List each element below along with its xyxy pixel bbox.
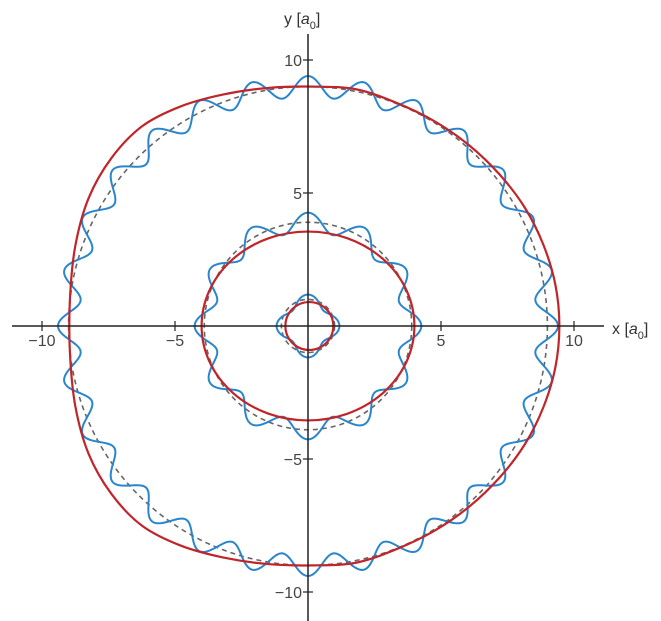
- y-tick-label-0: 10: [284, 53, 302, 70]
- x-axis-title: x [a0]: [612, 321, 648, 342]
- ticks-layer: −10 −5 5 10 10 5 −5 −10: [28, 53, 583, 602]
- y-tick-label-1: 5: [293, 186, 302, 203]
- y-tick-label-3: −10: [275, 585, 302, 602]
- x-tick-label-0: −10: [28, 333, 55, 350]
- x-tick-label-1: −5: [166, 333, 184, 350]
- y-axis-title: y [a0]: [284, 11, 320, 32]
- x-tick-label-2: 5: [437, 333, 446, 350]
- y-tick-label-2: −5: [284, 452, 302, 469]
- axes-layer: [12, 34, 604, 621]
- x-tick-label-3: 10: [565, 333, 583, 350]
